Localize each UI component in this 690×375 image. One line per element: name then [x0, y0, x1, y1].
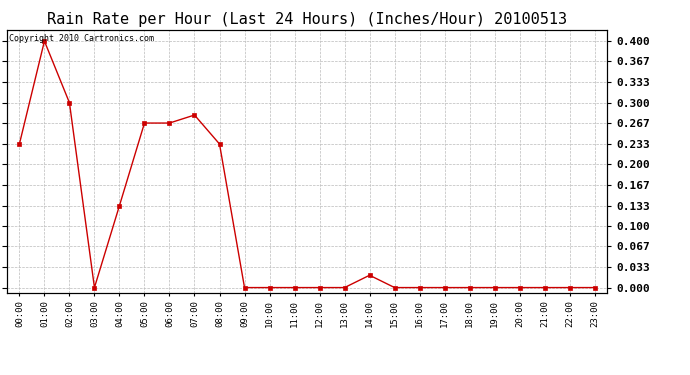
Title: Rain Rate per Hour (Last 24 Hours) (Inches/Hour) 20100513: Rain Rate per Hour (Last 24 Hours) (Inch… — [47, 12, 567, 27]
Text: Copyright 2010 Cartronics.com: Copyright 2010 Cartronics.com — [9, 34, 154, 43]
